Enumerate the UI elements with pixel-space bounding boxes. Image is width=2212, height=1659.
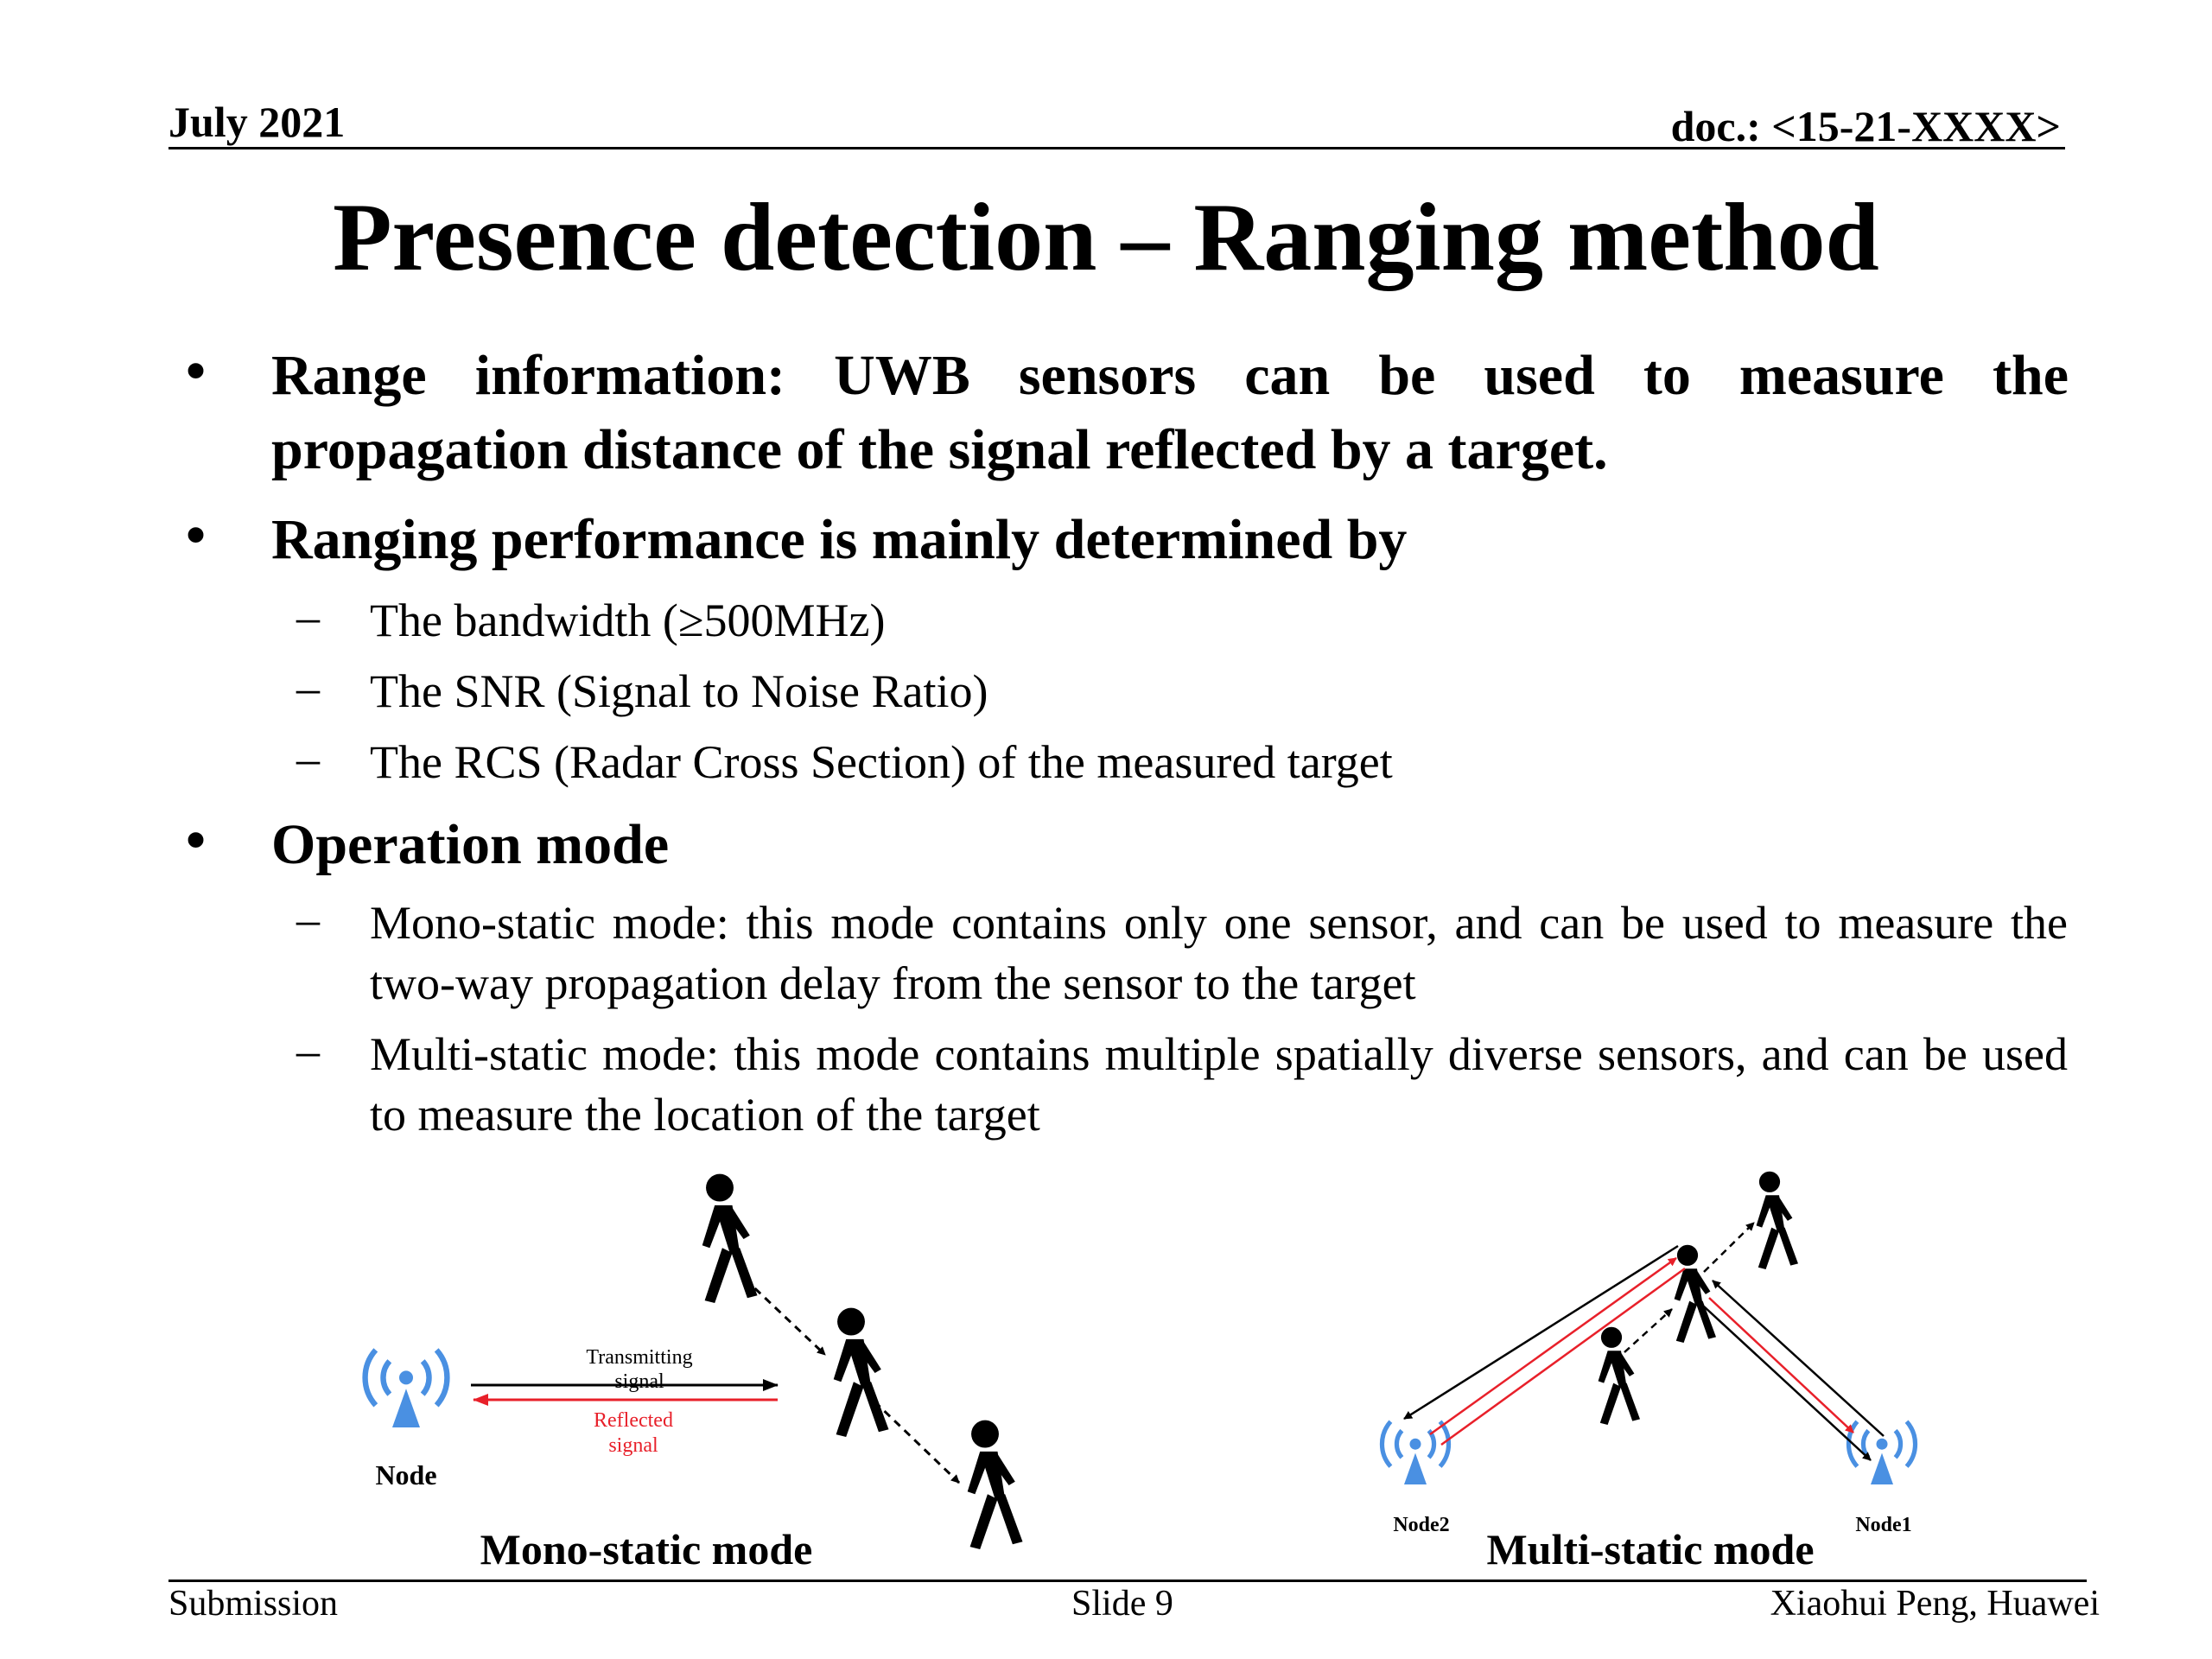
sub-bullet-multi-static: Multi-static mode: this mode contains mu… — [370, 1028, 2068, 1141]
sub-bullet-marker: – — [296, 591, 320, 643]
node2-transmit-arrow — [1403, 1244, 1679, 1421]
bullet-marker: • — [186, 340, 207, 403]
node2-label: Node2 — [1393, 1514, 1449, 1536]
node1-transmit-arrow — [1703, 1306, 1872, 1461]
movement-path-arrow — [873, 1400, 961, 1484]
sub-bullet-bandwidth: The bandwidth (≥500MHz) — [370, 594, 886, 646]
bullet-operation-mode: Operation mode — [271, 813, 670, 876]
sub-bullet-mono-static: Mono-static mode: this mode contains onl… — [370, 897, 2068, 1009]
person-walking-icon — [1756, 1171, 1798, 1269]
mono-static-caption: Mono-static mode — [480, 1525, 813, 1573]
transmitting-label-line1: Transmitting — [586, 1346, 692, 1369]
person-walking-icon — [833, 1307, 889, 1437]
node-antenna-icon — [365, 1350, 448, 1427]
node2-reflected-arrow — [1429, 1256, 1677, 1436]
bullet-range-information: Range information: UWB sensors can be us… — [271, 344, 2069, 481]
movement-path-arrow — [743, 1277, 827, 1357]
header-rule — [168, 147, 2065, 149]
sub-bullet-marker: – — [296, 662, 320, 714]
footer-author: Xiaohui Peng, Huawei — [1770, 1584, 2100, 1624]
node1-antenna-icon — [1848, 1421, 1915, 1484]
bullet-marker: • — [186, 504, 207, 567]
person-walking-icon — [1598, 1326, 1640, 1425]
movement-path-arrow — [1703, 1222, 1755, 1273]
sub-bullet-rcs: The RCS (Radar Cross Section) of the mea… — [370, 736, 1393, 788]
node1-reflected-arrow — [1708, 1297, 1854, 1433]
sub-bullet-marker: – — [296, 893, 320, 945]
mono-static-diagram: Node Transmitting signal Reflected signa… — [365, 1173, 1023, 1573]
person-walking-icon — [1674, 1244, 1716, 1343]
multi-static-caption: Multi-static mode — [1486, 1525, 1814, 1573]
node2-reflected-line — [1440, 1267, 1686, 1446]
header-doc-number: doc.: <15-21-XXXX> — [1670, 102, 2061, 150]
slide-title: Presence detection – Ranging method — [333, 184, 1879, 291]
transmitting-label-line2: signal — [614, 1370, 664, 1393]
footer-slide-number: Slide 9 — [1071, 1584, 1173, 1624]
sub-bullet-marker: – — [296, 1025, 320, 1077]
bullet-ranging-performance: Ranging performance is mainly determined… — [271, 508, 1408, 571]
reflected-label-line1: Reflected — [594, 1409, 673, 1432]
sub-bullet-marker: – — [296, 733, 320, 785]
mono-node-label: Node — [375, 1459, 436, 1491]
person-walking-icon — [967, 1420, 1023, 1549]
node1-transmit-arrow — [1712, 1280, 1885, 1437]
node1-label: Node1 — [1855, 1514, 1911, 1536]
node2-antenna-icon — [1382, 1421, 1448, 1484]
reflected-label-line2: signal — [608, 1434, 658, 1457]
sub-bullet-snr: The SNR (Signal to Noise Ratio) — [370, 665, 988, 717]
header-date: July 2021 — [168, 98, 346, 146]
footer-rule — [168, 1580, 2087, 1582]
multi-static-diagram: Node2 Node1 Multi-static mode — [1382, 1171, 1915, 1573]
movement-path-arrow — [1624, 1308, 1673, 1353]
bullet-marker: • — [186, 809, 207, 872]
footer-submission: Submission — [168, 1584, 339, 1624]
